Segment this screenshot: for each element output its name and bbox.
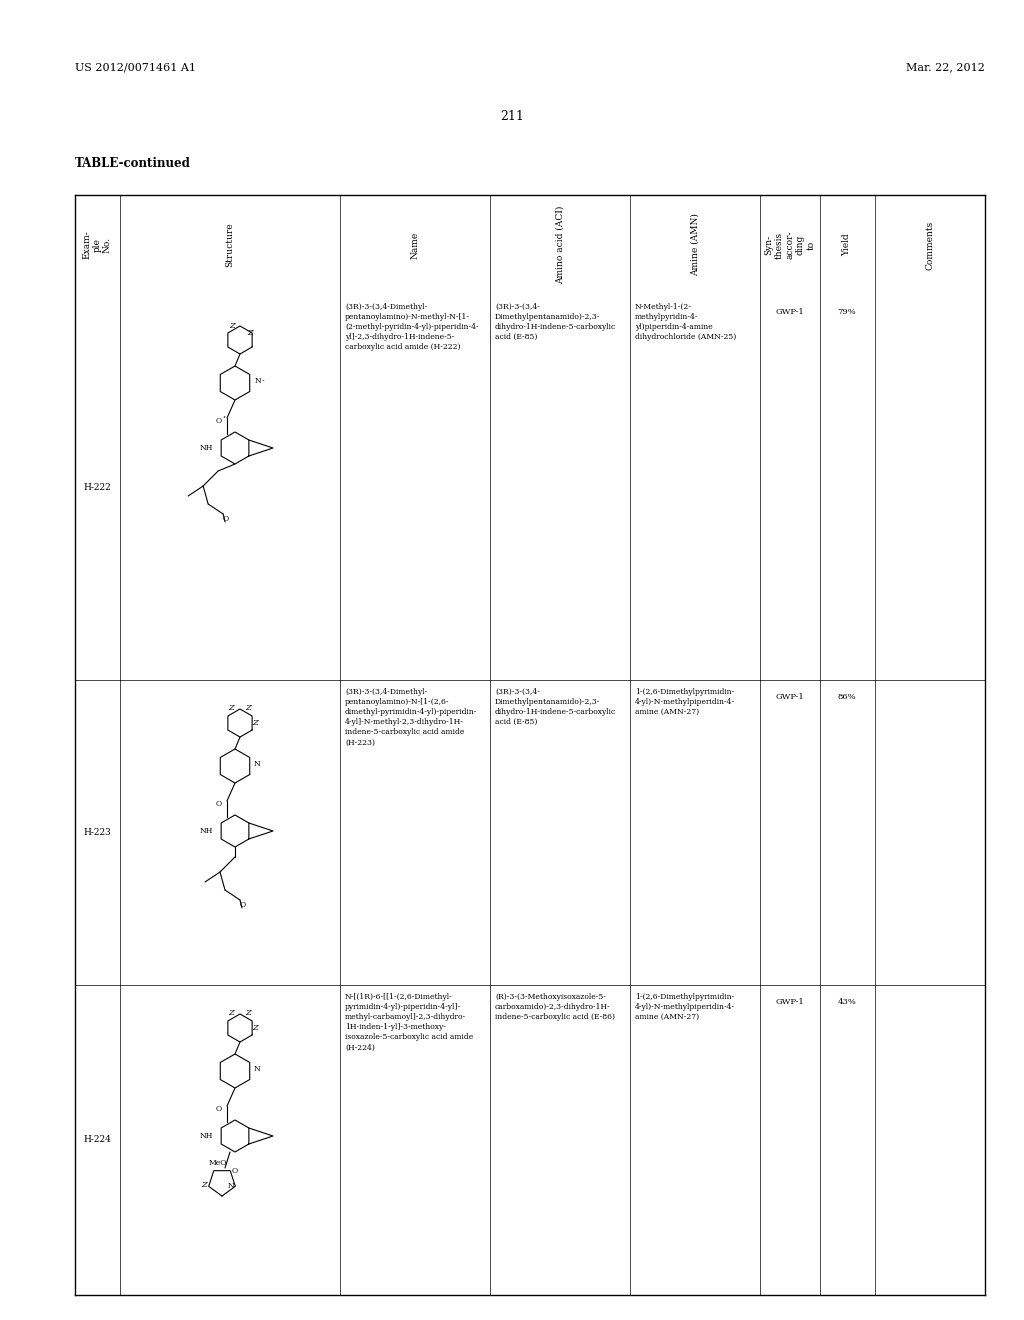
Text: 79%: 79% xyxy=(838,308,856,315)
Text: H-222: H-222 xyxy=(83,483,111,492)
Text: Z: Z xyxy=(253,1024,258,1032)
Text: MeO: MeO xyxy=(209,1159,227,1167)
Text: Comments: Comments xyxy=(926,220,935,269)
Text: Z: Z xyxy=(229,322,236,330)
Text: O: O xyxy=(223,515,229,523)
Text: 43%: 43% xyxy=(838,998,856,1006)
Text: GWP-1: GWP-1 xyxy=(775,693,805,701)
Text: (3R)-3-(3,4-Dimethyl-
pentanoylamino)-N-methyl-N-[1-
(2-methyl-pyridin-4-yl)-pip: (3R)-3-(3,4-Dimethyl- pentanoylamino)-N-… xyxy=(345,304,478,351)
Text: N: N xyxy=(254,760,260,768)
Text: NH: NH xyxy=(200,444,213,451)
Text: GWP-1: GWP-1 xyxy=(775,308,805,315)
Text: Z: Z xyxy=(253,719,258,727)
Text: 1-(2,6-Dimethylpyrimidin-
4-yl)-N-methylpiperidin-4-
amine (AMN-27): 1-(2,6-Dimethylpyrimidin- 4-yl)-N-methyl… xyxy=(635,993,735,1022)
Text: N: N xyxy=(255,378,261,385)
Text: US 2012/0071461 A1: US 2012/0071461 A1 xyxy=(75,62,196,73)
Text: Z: Z xyxy=(246,1008,251,1016)
Text: (3R)-3-(3,4-Dimethyl-
pentanoylamino)-N-[1-(2,6-
dimethyl-pyrimidin-4-yl)-piperi: (3R)-3-(3,4-Dimethyl- pentanoylamino)-N-… xyxy=(345,688,477,747)
Text: N-Methyl-1-(2-
methylpyridin-4-
yl)piperidin-4-amine
dihydrochloride (AMN-25): N-Methyl-1-(2- methylpyridin-4- yl)piper… xyxy=(635,304,736,342)
Text: N-[(1R)-6-[[1-(2,6-Dimethyl-
pyrimidin-4-yl)-piperidin-4-yl]-
methyl-carbamoyl]-: N-[(1R)-6-[[1-(2,6-Dimethyl- pyrimidin-4… xyxy=(345,993,473,1052)
Text: -: - xyxy=(262,378,264,385)
Text: N: N xyxy=(228,1183,234,1191)
Text: Exam-
ple
No.: Exam- ple No. xyxy=(82,231,112,259)
Text: 1-(2,6-Dimethylpyrimidin-
4-yl)-N-methylpiperidin-4-
amine (AMN-27): 1-(2,6-Dimethylpyrimidin- 4-yl)-N-methyl… xyxy=(635,688,735,717)
Text: Structure: Structure xyxy=(225,223,234,268)
Text: (3R)-3-(3,4-
Dimethylpentanamido)-2,3-
dihydro-1H-indene-5-carboxylic
acid (E-85: (3R)-3-(3,4- Dimethylpentanamido)-2,3- d… xyxy=(495,304,616,342)
Text: Z: Z xyxy=(201,1181,207,1189)
Text: O: O xyxy=(216,800,222,808)
Text: Amino acid (ACI): Amino acid (ACI) xyxy=(555,206,564,284)
Text: (R)-3-(3-Methoxyisoxazole-5-
carboxamido)-2,3-dihydro-1H-
indene-5-carboxylic ac: (R)-3-(3-Methoxyisoxazole-5- carboxamido… xyxy=(495,993,615,1022)
Text: Z: Z xyxy=(247,329,253,337)
Text: Z: Z xyxy=(246,704,251,711)
Text: Syn-
thesis
accor-
ding
to: Syn- thesis accor- ding to xyxy=(765,231,815,259)
Text: H-223: H-223 xyxy=(83,828,111,837)
Text: Z: Z xyxy=(228,1008,234,1016)
Text: 211: 211 xyxy=(500,110,524,123)
Text: Z: Z xyxy=(228,704,234,711)
Text: H-224: H-224 xyxy=(83,1135,111,1144)
Text: O: O xyxy=(240,902,246,909)
Text: NH: NH xyxy=(200,1133,213,1140)
Text: N: N xyxy=(254,1065,260,1073)
Text: Name: Name xyxy=(411,231,420,259)
Text: (3R)-3-(3,4-
Dimethylpentanamido)-2,3-
dihydro-1H-indene-5-carboxylic
acid (E-85: (3R)-3-(3,4- Dimethylpentanamido)-2,3- d… xyxy=(495,688,616,726)
Text: 86%: 86% xyxy=(838,693,856,701)
Text: GWP-1: GWP-1 xyxy=(775,998,805,1006)
Text: O: O xyxy=(216,417,222,425)
Text: Yield: Yield xyxy=(843,234,852,256)
Text: Mar. 22, 2012: Mar. 22, 2012 xyxy=(906,62,985,73)
Text: NH: NH xyxy=(200,828,213,836)
Text: Amine (AMN): Amine (AMN) xyxy=(690,214,699,276)
Text: O: O xyxy=(231,1167,238,1175)
Text: O: O xyxy=(216,1105,222,1113)
Text: TABLE-continued: TABLE-continued xyxy=(75,157,190,170)
